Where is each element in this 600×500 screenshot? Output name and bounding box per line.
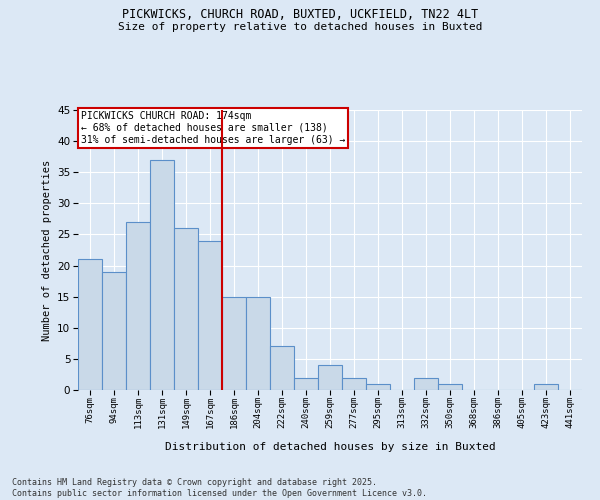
Text: PICKWICKS CHURCH ROAD: 174sqm
← 68% of detached houses are smaller (138)
31% of : PICKWICKS CHURCH ROAD: 174sqm ← 68% of d… (80, 112, 345, 144)
Text: Distribution of detached houses by size in Buxted: Distribution of detached houses by size … (164, 442, 496, 452)
Bar (342, 378, 366, 390)
Bar (198, 240, 222, 390)
Bar (438, 384, 462, 390)
Bar (126, 222, 150, 390)
Bar (294, 378, 318, 390)
Bar (534, 384, 558, 390)
Text: Contains HM Land Registry data © Crown copyright and database right 2025.
Contai: Contains HM Land Registry data © Crown c… (12, 478, 427, 498)
Bar (78, 260, 102, 390)
Bar (174, 228, 198, 390)
Y-axis label: Number of detached properties: Number of detached properties (41, 160, 52, 340)
Bar (318, 365, 342, 390)
Text: Size of property relative to detached houses in Buxted: Size of property relative to detached ho… (118, 22, 482, 32)
Bar (246, 296, 270, 390)
Bar (270, 346, 294, 390)
Bar (150, 160, 174, 390)
Text: PICKWICKS, CHURCH ROAD, BUXTED, UCKFIELD, TN22 4LT: PICKWICKS, CHURCH ROAD, BUXTED, UCKFIELD… (122, 8, 478, 20)
Bar (366, 384, 390, 390)
Bar (102, 272, 126, 390)
Bar (414, 378, 438, 390)
Bar (222, 296, 246, 390)
